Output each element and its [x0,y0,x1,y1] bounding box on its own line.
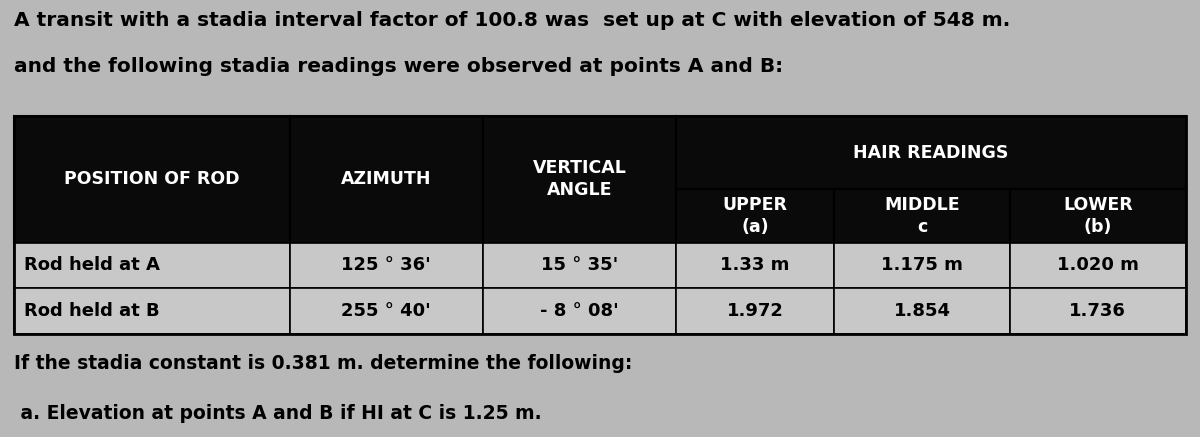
Bar [834,189,1010,243]
Text: 125 ° 36': 125 ° 36' [341,257,431,274]
Bar [14,116,289,243]
Text: and the following stadia readings were observed at points A and B:: and the following stadia readings were o… [14,57,784,76]
Text: 255 ° 40': 255 ° 40' [341,302,431,320]
Text: 1.175 m: 1.175 m [881,257,964,274]
Bar [14,288,289,334]
Text: 1.33 m: 1.33 m [720,257,790,274]
Bar [289,288,482,334]
Text: POSITION OF ROD: POSITION OF ROD [65,170,240,188]
Text: 1.854: 1.854 [894,302,950,320]
Text: A transit with a stadia interval factor of 100.8 was  set up at C with elevation: A transit with a stadia interval factor … [14,11,1010,30]
Bar [482,243,676,288]
Text: LOWER
(b): LOWER (b) [1063,196,1133,236]
Bar [676,243,834,288]
Text: 1.972: 1.972 [727,302,784,320]
Bar [482,288,676,334]
Bar [14,116,1186,334]
Text: HAIR READINGS: HAIR READINGS [853,144,1008,162]
Bar [676,189,834,243]
Text: - 8 ° 08': - 8 ° 08' [540,302,619,320]
Text: a. Elevation at points A and B if HI at C is 1.25 m.: a. Elevation at points A and B if HI at … [14,404,542,423]
Bar [834,243,1010,288]
Text: VERTICAL
ANGLE: VERTICAL ANGLE [533,160,626,199]
Text: AZIMUTH: AZIMUTH [341,170,432,188]
Text: If the stadia constant is 0.381 m. determine the following:: If the stadia constant is 0.381 m. deter… [14,354,632,373]
Text: 1.736: 1.736 [1069,302,1126,320]
Bar [676,288,834,334]
Bar [1010,189,1186,243]
Text: Rod held at B: Rod held at B [24,302,160,320]
Text: MIDDLE
c: MIDDLE c [884,196,960,236]
Text: 15 ° 35': 15 ° 35' [541,257,618,274]
Text: 1.020 m: 1.020 m [1057,257,1139,274]
Bar [482,116,676,243]
Bar [1010,288,1186,334]
Bar [676,116,1186,189]
Bar [834,288,1010,334]
Text: UPPER
(a): UPPER (a) [722,196,787,236]
Bar [289,116,482,243]
Text: Rod held at A: Rod held at A [24,257,160,274]
Bar [14,243,289,288]
Bar [1010,243,1186,288]
Bar [289,243,482,288]
